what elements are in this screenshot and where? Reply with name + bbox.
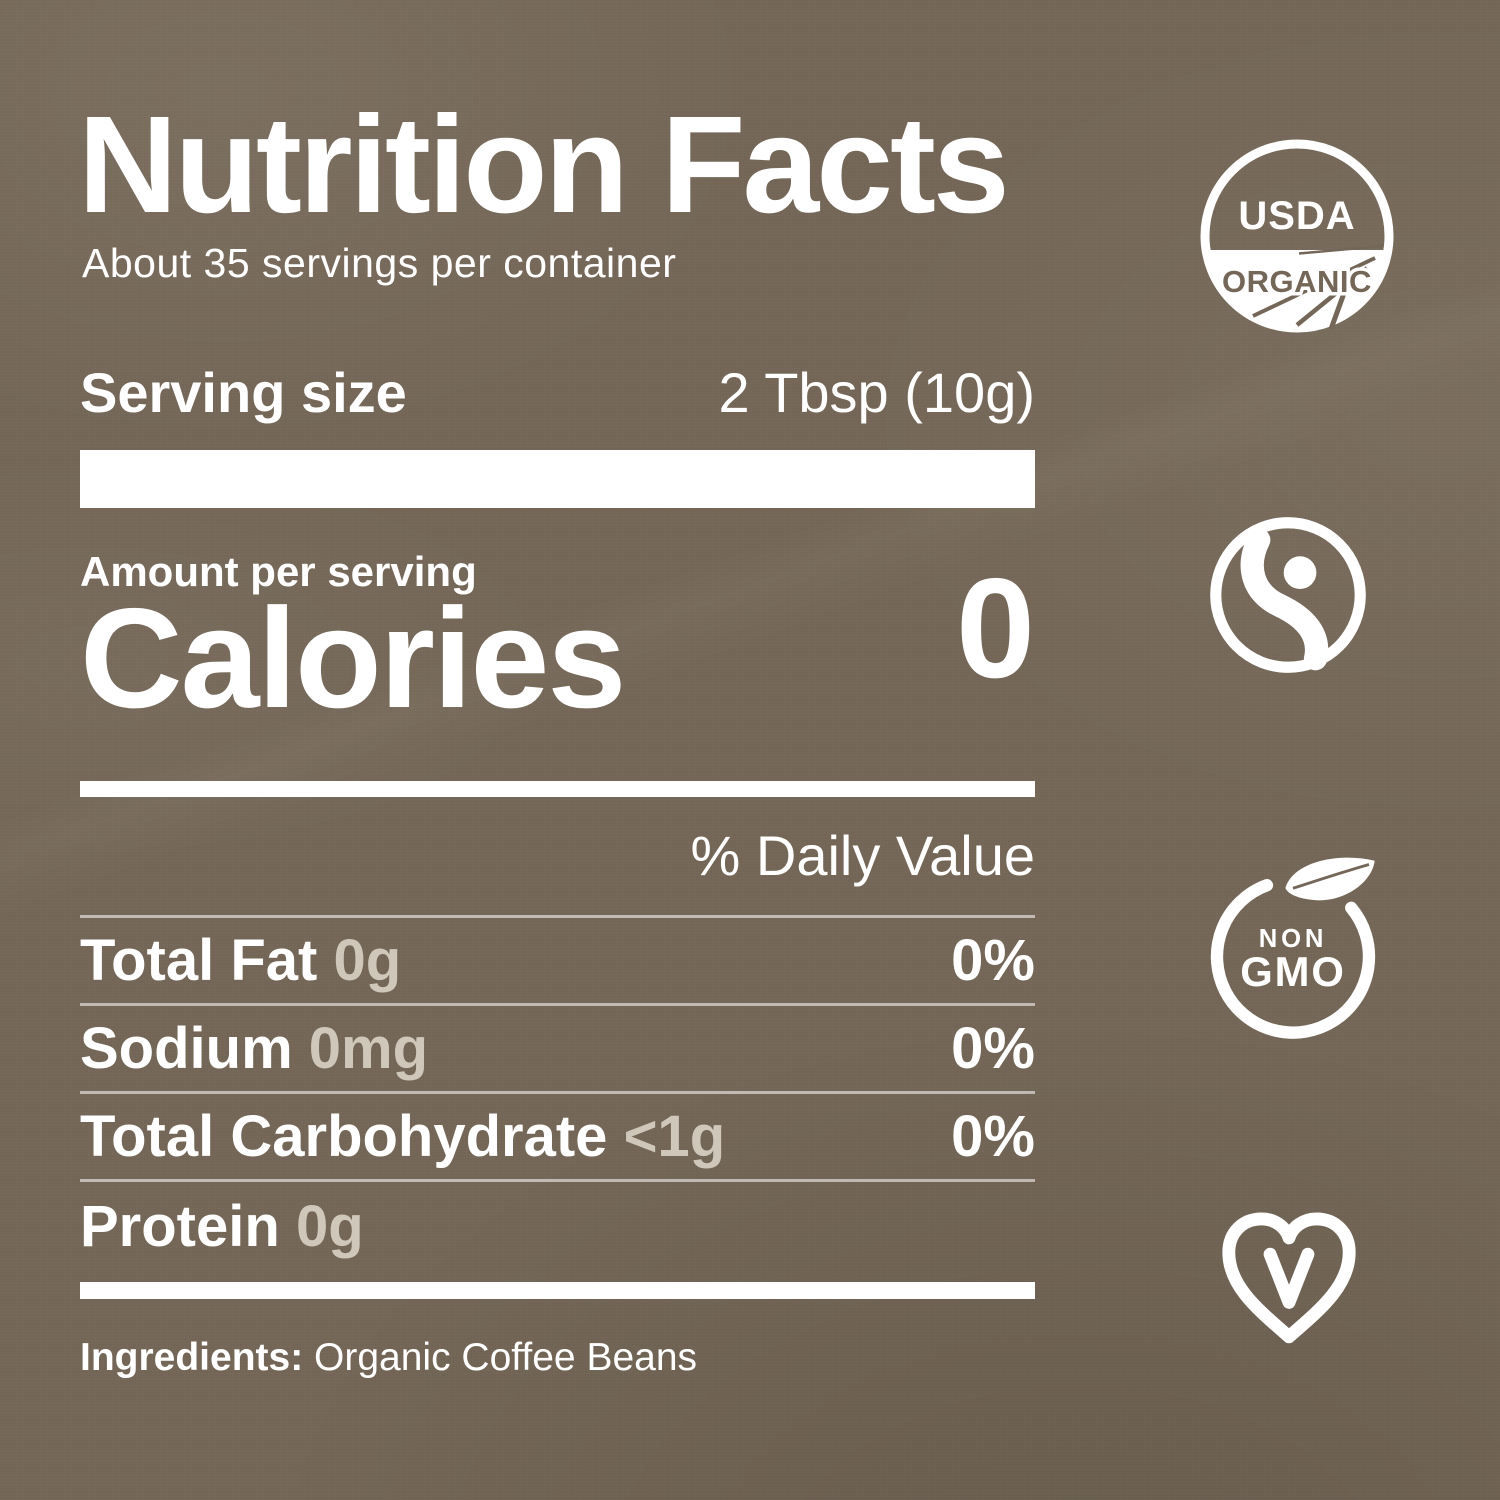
servings-per-container: About 35 servings per container <box>82 240 677 286</box>
nutrient-label: Sodium <box>80 1015 293 1081</box>
nutrient-label: Protein <box>80 1194 280 1259</box>
amount-per-serving-label: Amount per serving <box>80 548 477 595</box>
ingredients-line: Ingredients: Organic Coffee Beans <box>80 1338 697 1377</box>
table-row-total-fat: Total Fat 0g 0% <box>80 918 1035 1006</box>
non-gmo-icon: NON GMO <box>1210 857 1376 1039</box>
daily-value-header: % Daily Value <box>690 824 1035 887</box>
vegan-v-mark <box>1263 1247 1315 1309</box>
fairtrade-icon <box>1210 517 1366 673</box>
vegan-heart-icon <box>1222 1212 1356 1344</box>
nutrient-label: Total Carbohydrate <box>80 1103 608 1169</box>
table-row-total-carbohydrate: Total Carbohydrate <1g 0% <box>80 1094 1035 1182</box>
calories-label: Calories <box>80 579 626 738</box>
thick-separator-bar <box>80 450 1035 508</box>
nutrient-daily-value: 0% <box>951 1015 1035 1081</box>
calories-value: 0 <box>956 549 1035 708</box>
ingredients-value: Organic Coffee Beans <box>314 1336 698 1379</box>
nutrient-daily-value: 0% <box>951 1103 1035 1169</box>
nutrient-amount: 0g <box>295 1194 364 1259</box>
nutrient-amount: <1g <box>623 1103 726 1169</box>
nutrient-daily-value: 0% <box>951 927 1035 993</box>
medium-separator-bar <box>80 781 1035 797</box>
serving-size-value: 2 Tbsp (10g) <box>718 361 1035 424</box>
gmo-text: GMO <box>1240 948 1346 995</box>
usda-text: USDA <box>1238 194 1355 238</box>
ingredients-label: Ingredients: <box>80 1336 304 1379</box>
table-row-sodium: Sodium 0mg 0% <box>80 1006 1035 1094</box>
nutrient-amount: 0g <box>333 927 402 993</box>
nutrient-table: Total Fat 0g 0% Sodium 0mg 0% Total Carb… <box>80 915 1035 1272</box>
nutrient-label: Total Fat <box>80 927 318 993</box>
serving-size-row: Serving size 2 Tbsp (10g) <box>80 365 1035 421</box>
serving-size-label: Serving size <box>80 361 407 424</box>
usda-organic-icon: USDA ORGANIC <box>1200 139 1394 333</box>
nutrition-facts-title: Nutrition Facts <box>78 88 1010 242</box>
nutrient-amount: 0mg <box>308 1015 429 1081</box>
table-row-protein: Protein 0g <box>80 1182 1035 1272</box>
non-text: NON <box>1259 925 1327 953</box>
bottom-separator-bar <box>80 1282 1035 1299</box>
organic-text: ORGANIC <box>1222 264 1372 299</box>
calories-row: Calories 0 <box>80 558 1035 730</box>
